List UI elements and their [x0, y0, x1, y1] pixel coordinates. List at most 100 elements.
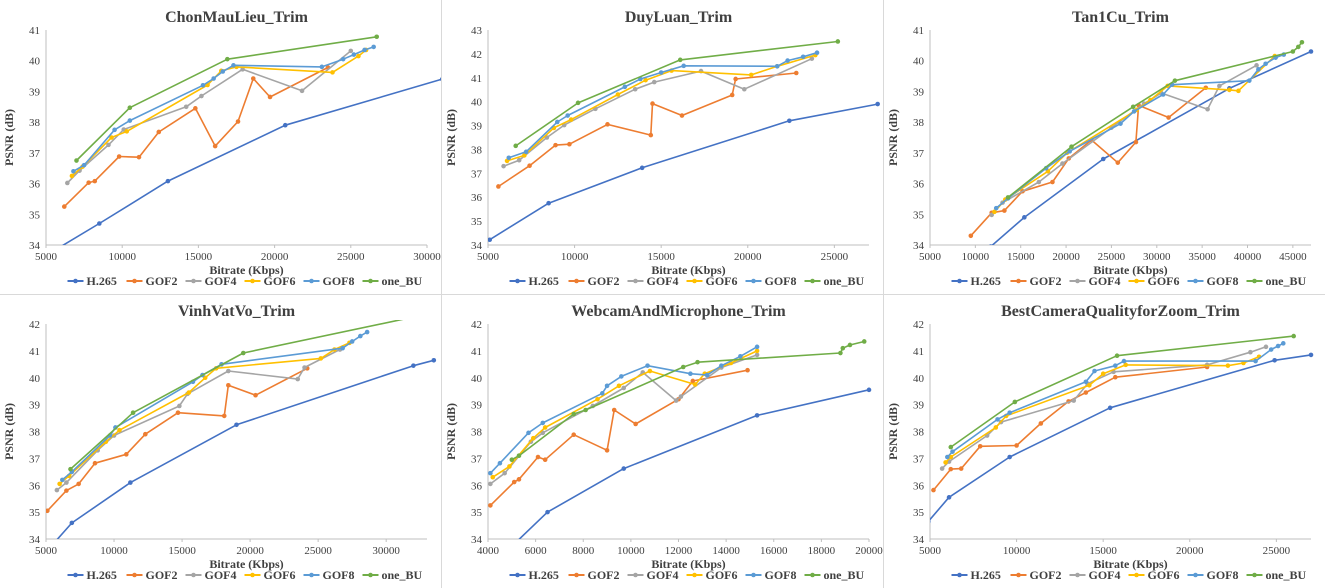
data-point	[295, 376, 301, 382]
y-tick-label: 37	[913, 148, 925, 160]
data-point	[507, 464, 512, 469]
data-point	[835, 39, 841, 44]
data-point	[1012, 399, 1018, 405]
legend-label: GOF4	[647, 568, 679, 582]
chart-svg: BestCameraQualityforZoom_Trim 34 35 36 37 38 3…	[886, 303, 1314, 582]
data-point	[568, 117, 574, 122]
y-tick-label: 36	[29, 179, 41, 191]
y-tick-label: 38	[913, 117, 925, 129]
data-point	[621, 466, 627, 471]
data-point	[1118, 121, 1123, 126]
chart-svg: ChonMauLieu_Trim 34 35 36 37 38 39 40 41 5000 1000…	[2, 9, 441, 288]
data-point	[509, 457, 515, 463]
data-point	[1205, 106, 1210, 112]
data-point	[1087, 382, 1092, 388]
data-point	[526, 430, 531, 436]
x-tick-label: 20000	[1052, 251, 1080, 263]
data-point	[1290, 49, 1296, 54]
data-point	[1038, 421, 1044, 426]
legend-marker	[309, 278, 314, 284]
data-point	[490, 474, 496, 480]
data-point	[231, 63, 236, 68]
data-point	[177, 403, 182, 409]
data-point	[1113, 363, 1118, 368]
y-tick-label: 41	[29, 25, 40, 37]
legend-marker	[1252, 278, 1257, 284]
data-point	[97, 221, 102, 226]
y-tick-label: 38	[29, 117, 41, 129]
data-point	[241, 350, 246, 356]
y-tick-label: 34	[29, 534, 41, 546]
data-point	[212, 143, 218, 149]
data-point	[496, 184, 501, 189]
y-tick-label: 39	[29, 86, 41, 98]
data-point	[600, 391, 605, 396]
x-tick-label: 20000	[734, 251, 762, 263]
data-point	[112, 127, 117, 133]
data-point	[514, 539, 519, 544]
data-point	[92, 460, 98, 466]
y-tick-label: 35	[913, 507, 925, 519]
data-point	[542, 457, 548, 463]
series-line-one-bu	[950, 335, 1294, 448]
y-tick-label: 41	[29, 346, 40, 358]
data-point	[774, 64, 780, 69]
data-point	[553, 142, 558, 148]
data-point	[989, 212, 994, 218]
data-point	[71, 168, 76, 174]
data-point	[1308, 352, 1314, 358]
y-tick-label: 37	[471, 453, 483, 465]
legend-marker	[1134, 278, 1139, 284]
x-tick-label: 30000	[1143, 251, 1171, 263]
data-point	[604, 383, 610, 389]
data-point	[692, 382, 698, 387]
plot-area	[488, 339, 872, 544]
data-point	[1121, 358, 1127, 364]
data-point	[754, 413, 760, 418]
x-tick-label: 25000	[1263, 545, 1291, 557]
data-point	[575, 100, 581, 106]
x-tick-label: 10000	[108, 251, 136, 263]
data-point	[64, 488, 69, 493]
legend-label: one_BU	[1266, 274, 1307, 288]
data-point	[92, 178, 98, 184]
chart-title: ChonMauLieu_Trim	[165, 9, 309, 26]
legend-marker	[810, 278, 815, 284]
data-point	[565, 113, 570, 118]
data-point	[221, 413, 227, 419]
legend-marker	[515, 278, 520, 284]
chart-title: VinhVatVo_Trim	[178, 303, 296, 320]
x-tick-label: 5000	[919, 251, 942, 263]
data-point	[1133, 139, 1139, 145]
legend-label: H.265	[529, 568, 559, 582]
data-point	[1256, 67, 1261, 72]
legend-marker	[633, 572, 638, 578]
series-line-gof6	[945, 356, 1260, 463]
data-point	[240, 67, 245, 72]
data-point	[840, 345, 846, 351]
y-tick-label: 40	[29, 56, 41, 68]
data-point	[1280, 341, 1286, 346]
data-point	[1083, 379, 1089, 385]
data-point	[1254, 63, 1259, 68]
data-point	[1248, 349, 1253, 355]
y-tick-label: 34	[471, 534, 483, 546]
legend-marker	[957, 572, 962, 578]
data-point	[930, 520, 931, 524]
data-point	[948, 466, 954, 472]
data-point	[616, 383, 622, 389]
legend-label: GOF2	[1030, 274, 1062, 288]
data-point	[1123, 362, 1128, 368]
data-point	[302, 365, 307, 370]
data-point	[604, 448, 610, 453]
data-point	[234, 422, 239, 428]
data-point	[68, 466, 73, 472]
series-line-one-bu	[515, 40, 838, 147]
data-point	[488, 481, 493, 487]
data-point	[76, 481, 81, 487]
data-point	[866, 387, 872, 393]
data-point	[414, 314, 419, 319]
data-point	[211, 76, 216, 81]
data-point	[124, 129, 130, 134]
